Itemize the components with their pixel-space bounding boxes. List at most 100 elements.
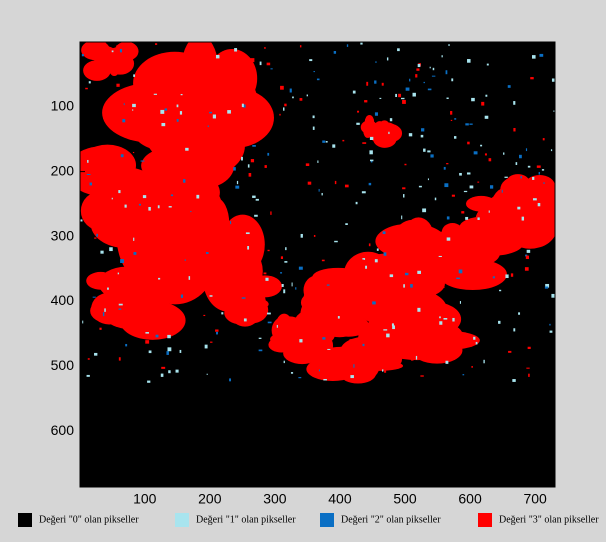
speckle <box>120 259 124 263</box>
speckle <box>385 137 386 139</box>
speckle <box>147 175 150 178</box>
speckle <box>160 110 164 114</box>
speckle <box>452 318 454 322</box>
x-tick-label: 600 <box>458 491 482 507</box>
speckle <box>527 250 531 253</box>
speckle <box>306 163 309 166</box>
speckle <box>133 74 135 77</box>
speckle <box>90 183 93 186</box>
speckle <box>177 81 181 84</box>
speckle <box>93 297 96 298</box>
legend-swatch <box>18 513 32 527</box>
y-tick-label: 300 <box>51 227 75 243</box>
speckle <box>196 195 199 199</box>
speckle <box>307 95 308 97</box>
speckle <box>356 123 359 125</box>
class-3-patch <box>392 258 466 282</box>
speckle <box>382 83 384 86</box>
class-3-patch <box>132 259 191 295</box>
speckle <box>551 294 554 298</box>
speckle <box>91 309 93 313</box>
speckle <box>106 226 108 229</box>
speckle <box>464 191 467 192</box>
speckle <box>190 211 191 212</box>
speckle <box>265 278 268 281</box>
speckle <box>444 167 446 170</box>
speckle <box>82 54 84 56</box>
x-tick-label: 700 <box>523 491 547 507</box>
speckle <box>369 243 371 246</box>
speckle <box>100 251 103 254</box>
legend-label: Değeri "0" olan pikseller <box>39 514 139 525</box>
speckle <box>137 134 141 135</box>
speckle <box>299 339 302 342</box>
speckle <box>99 328 101 330</box>
class-3-patch <box>462 222 503 236</box>
speckle <box>477 217 479 220</box>
speckle <box>300 45 301 47</box>
speckle <box>390 274 393 277</box>
speckle <box>259 338 262 339</box>
speckle <box>372 301 376 304</box>
speckle <box>216 55 219 58</box>
speckle <box>371 368 374 371</box>
speckle <box>526 148 527 151</box>
speckle <box>388 132 389 134</box>
speckle <box>98 209 101 213</box>
speckle <box>267 63 271 66</box>
speckle <box>180 111 182 114</box>
speckle <box>250 58 254 62</box>
speckle <box>463 374 465 375</box>
speckle <box>513 128 515 131</box>
speckle <box>247 246 249 250</box>
speckle <box>417 271 421 274</box>
speckle <box>404 164 406 165</box>
speckle <box>469 124 472 125</box>
speckle <box>145 332 149 334</box>
speckle <box>281 256 283 259</box>
speckle <box>300 98 303 101</box>
speckle <box>433 68 435 70</box>
speckle <box>459 173 462 176</box>
speckle <box>410 284 413 288</box>
speckle <box>478 210 481 211</box>
speckle <box>158 205 160 208</box>
speckle <box>87 174 91 175</box>
speckle <box>242 297 246 298</box>
speckle <box>489 158 492 161</box>
speckle <box>248 164 250 167</box>
speckle <box>313 127 315 130</box>
speckle <box>349 280 351 281</box>
speckle <box>290 89 292 93</box>
speckle <box>422 208 426 212</box>
speckle <box>82 321 83 324</box>
speckle <box>439 316 441 318</box>
speckle <box>342 140 344 141</box>
speckle <box>390 118 392 121</box>
speckle <box>549 324 550 326</box>
speckle <box>326 141 328 143</box>
speckle <box>530 77 533 79</box>
speckle <box>462 262 465 265</box>
speckle <box>521 176 522 178</box>
speckle <box>424 82 425 83</box>
speckle <box>104 308 106 311</box>
speckle <box>528 374 530 377</box>
speckle <box>268 250 270 251</box>
speckle <box>124 64 126 66</box>
legend-swatch <box>478 513 492 527</box>
speckle <box>132 109 133 110</box>
speckle <box>150 132 154 133</box>
speckle <box>145 340 149 344</box>
speckle <box>435 198 436 201</box>
speckle <box>444 183 448 187</box>
speckle <box>370 160 373 162</box>
speckle <box>118 190 120 193</box>
speckle <box>369 150 372 154</box>
x-tick-label: 400 <box>328 491 352 507</box>
speckle <box>149 350 152 353</box>
x-tick-label: 300 <box>263 491 287 507</box>
speckle <box>332 144 335 147</box>
speckle <box>539 54 543 57</box>
speckle <box>482 283 484 286</box>
